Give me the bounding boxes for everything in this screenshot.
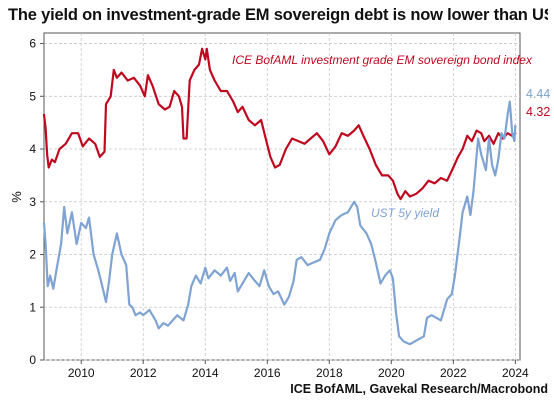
chart-title: The yield on investment-grade EM soverei… — [8, 6, 548, 24]
y-tick-label: 5 — [29, 89, 36, 103]
x-tick-label: 2018 — [316, 366, 343, 380]
em-end-value: 4.32 — [526, 105, 550, 119]
grid-lines — [44, 33, 520, 361]
y-tick-label: 1 — [29, 300, 36, 314]
y-axis-label: % — [9, 191, 24, 203]
x-tick-label: 2024 — [502, 366, 529, 380]
ust-series-label: UST 5y yield — [371, 206, 439, 220]
x-tick-label: 2010 — [68, 366, 95, 380]
plot-area — [43, 32, 521, 361]
ust-5y-yield-line — [42, 100, 517, 346]
x-tick-label: 2022 — [440, 366, 467, 380]
ust-end-value: 4.44 — [526, 87, 550, 101]
em-series-label: ICE BofAML investment grade EM sovereign… — [232, 53, 533, 67]
x-tick-label: 2014 — [192, 366, 219, 380]
axis-ticks: 0 1 2 3 4 5 6 2010 2012 2014 2016 2018 2020 2022 2024 — [29, 37, 529, 380]
x-tick-label: 2016 — [254, 366, 281, 380]
y-tick-label: 3 — [29, 195, 36, 209]
em-yield-line — [42, 47, 517, 201]
series-lines — [42, 47, 517, 346]
y-tick-label: 2 — [29, 248, 36, 262]
y-tick-label: 4 — [29, 142, 36, 156]
x-tick-label: 2020 — [378, 366, 405, 380]
y-tick-label: 6 — [29, 37, 36, 51]
y-tick-label: 0 — [29, 353, 36, 367]
x-tick-label: 2012 — [130, 366, 157, 380]
chart-source: ICE BofAML, Gavekal Research/Macrobond — [290, 382, 548, 396]
